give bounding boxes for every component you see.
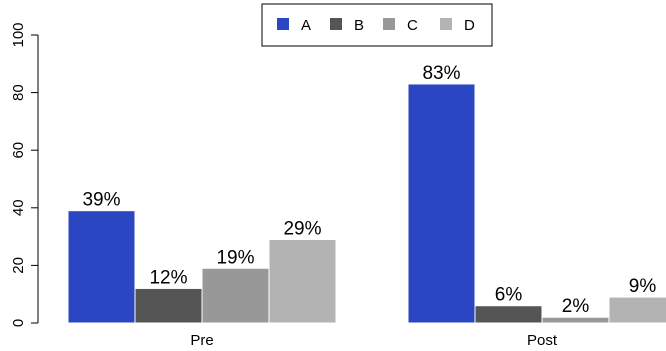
bar-d-pre [268, 238, 337, 324]
data-label: 12% [149, 267, 187, 288]
legend-swatch-c [383, 18, 395, 30]
data-label: 6% [495, 285, 523, 306]
bar-c-post [541, 316, 610, 324]
y-tick-label: 20 [10, 257, 27, 274]
x-category-label: Pre [190, 332, 213, 349]
y-tick-label: 60 [10, 142, 27, 159]
data-label: 2% [562, 296, 590, 317]
legend-label: D [464, 17, 475, 34]
data-label: 83% [422, 63, 460, 84]
data-label: 19% [216, 247, 254, 268]
x-category-label: Post [527, 332, 558, 349]
legend-label: C [407, 17, 418, 34]
data-label: 39% [82, 190, 120, 211]
legend-label: A [301, 17, 311, 34]
legend-box [261, 3, 493, 47]
bar-d-post [608, 296, 666, 324]
bar-a-post [407, 83, 476, 324]
data-label: 29% [283, 218, 321, 239]
legend-label: B [354, 17, 364, 34]
legend-swatch-b [330, 18, 342, 30]
bar-a-pre [67, 210, 136, 324]
bar-b-post [474, 305, 543, 324]
legend-swatch-d [440, 18, 452, 30]
y-tick-label: 0 [10, 319, 27, 327]
legend-swatch-a [277, 18, 289, 30]
bar-b-pre [134, 287, 203, 324]
bar-c-pre [201, 267, 270, 324]
data-label: 9% [629, 276, 657, 297]
y-tick-label: 40 [10, 199, 27, 216]
y-tick-label: 100 [10, 22, 27, 47]
y-tick-label: 80 [10, 84, 27, 101]
